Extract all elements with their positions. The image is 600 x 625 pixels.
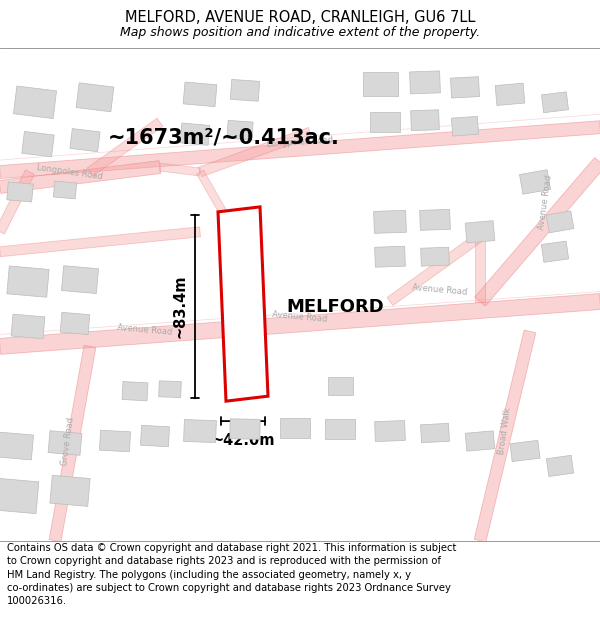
Text: MELFORD, AVENUE ROAD, CRANLEIGH, GU6 7LL: MELFORD, AVENUE ROAD, CRANLEIGH, GU6 7LL (125, 11, 475, 26)
Polygon shape (122, 382, 148, 401)
Polygon shape (374, 246, 406, 267)
Polygon shape (0, 294, 600, 354)
Polygon shape (465, 221, 495, 243)
Text: MELFORD: MELFORD (286, 298, 384, 316)
Polygon shape (198, 127, 312, 177)
Polygon shape (159, 381, 181, 398)
Text: Avenue Road: Avenue Road (272, 309, 328, 323)
Polygon shape (541, 241, 569, 262)
Polygon shape (183, 82, 217, 107)
Polygon shape (510, 441, 540, 462)
Text: ~42.0m: ~42.0m (211, 433, 275, 448)
Polygon shape (70, 129, 100, 152)
Polygon shape (197, 170, 244, 244)
Text: Avenue Road: Avenue Road (117, 322, 173, 336)
Polygon shape (370, 112, 400, 132)
Text: Longpoles Road: Longpoles Road (37, 163, 104, 181)
Polygon shape (0, 121, 600, 179)
Polygon shape (87, 118, 163, 176)
Polygon shape (475, 158, 600, 306)
Polygon shape (547, 455, 574, 476)
Polygon shape (0, 432, 34, 460)
Polygon shape (374, 421, 406, 441)
Polygon shape (0, 478, 39, 514)
Polygon shape (0, 170, 34, 234)
Polygon shape (328, 378, 353, 395)
Polygon shape (230, 419, 260, 439)
Polygon shape (495, 83, 525, 106)
Polygon shape (0, 161, 161, 193)
Text: Grove Road: Grove Road (60, 416, 76, 466)
Text: Map shows position and indicative extent of the property.: Map shows position and indicative extent… (120, 26, 480, 39)
Polygon shape (474, 330, 536, 542)
Polygon shape (0, 227, 200, 257)
Polygon shape (421, 423, 449, 442)
Polygon shape (50, 475, 90, 506)
Text: Avenue Road: Avenue Road (412, 282, 468, 296)
Polygon shape (22, 131, 54, 157)
Polygon shape (280, 418, 310, 438)
Text: ~83.4m: ~83.4m (172, 275, 187, 338)
Polygon shape (465, 431, 495, 451)
Polygon shape (387, 232, 483, 306)
Polygon shape (451, 116, 479, 136)
Polygon shape (100, 430, 131, 452)
Polygon shape (160, 163, 200, 176)
Text: Broad Walk: Broad Walk (497, 407, 513, 455)
Polygon shape (230, 79, 260, 101)
Polygon shape (218, 207, 268, 401)
Polygon shape (546, 211, 574, 233)
Polygon shape (374, 211, 406, 233)
Polygon shape (180, 123, 210, 145)
Text: Contains OS data © Crown copyright and database right 2021. This information is : Contains OS data © Crown copyright and d… (7, 543, 457, 606)
Polygon shape (7, 182, 33, 202)
Polygon shape (451, 77, 479, 98)
Text: ~1673m²/~0.413ac.: ~1673m²/~0.413ac. (108, 127, 340, 147)
Polygon shape (7, 266, 49, 298)
Polygon shape (410, 71, 440, 94)
Polygon shape (60, 312, 90, 334)
Text: Longpoles Road: Longpoles Road (266, 136, 334, 149)
Polygon shape (11, 314, 45, 339)
Polygon shape (140, 426, 170, 447)
Polygon shape (325, 419, 355, 439)
Polygon shape (53, 181, 77, 199)
Polygon shape (421, 248, 449, 266)
Polygon shape (362, 72, 398, 96)
Polygon shape (520, 170, 551, 194)
Polygon shape (49, 345, 96, 542)
Polygon shape (48, 431, 82, 455)
Text: Avenue Road: Avenue Road (536, 174, 553, 230)
Polygon shape (541, 92, 569, 112)
Polygon shape (61, 266, 98, 294)
Polygon shape (76, 83, 114, 112)
Polygon shape (475, 237, 485, 301)
Polygon shape (419, 209, 451, 231)
Polygon shape (410, 110, 439, 131)
Polygon shape (227, 121, 253, 140)
Polygon shape (13, 86, 56, 119)
Polygon shape (184, 419, 217, 442)
